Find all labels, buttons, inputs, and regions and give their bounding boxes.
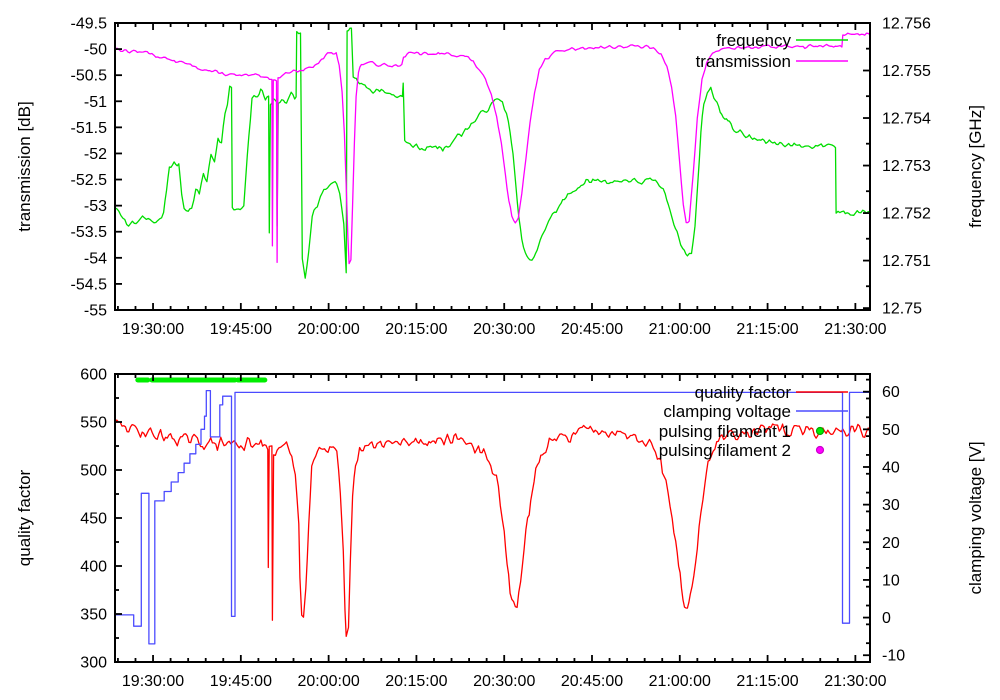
series-layer-top — [114, 27, 871, 279]
left-tick-label: -51.5 — [71, 120, 108, 137]
x-tick-label: 20:30:00 — [473, 673, 535, 690]
x-tick-label: 21:30:00 — [824, 321, 886, 338]
legend-label-quality-factor: quality factor — [695, 383, 792, 402]
right-tick-label: 10 — [882, 572, 900, 589]
right-tick-label: 40 — [882, 459, 900, 476]
right-axis-title-bottom: clamping voltage [V] — [966, 441, 985, 594]
left-tick-label: -52.5 — [71, 172, 108, 189]
right-tick-label: 12.751 — [882, 253, 931, 270]
right-tick-label: -10 — [882, 648, 905, 665]
panel-bottom: 19:30:00 19:45:00 20:00:00 20:15:00 20:30:00… — [15, 367, 985, 691]
left-tick-label: -50.5 — [71, 68, 108, 85]
legend-label-transmission: transmission — [696, 52, 791, 71]
left-tick-label: 500 — [80, 463, 107, 480]
right-tick-label: 12.752 — [882, 206, 931, 223]
x-tick-label: 21:00:00 — [649, 673, 711, 690]
series-clamping-voltage — [115, 389, 870, 645]
series-transmission — [114, 32, 871, 265]
plot-frame-top — [114, 22, 871, 311]
right-tick-label: 30 — [882, 497, 900, 514]
left-tick-label: 450 — [80, 511, 107, 528]
x-tick-label: 21:15:00 — [736, 321, 798, 338]
right-tick-label: 20 — [882, 535, 900, 552]
left-tick-label: 550 — [80, 415, 107, 432]
x-tick-label: 21:00:00 — [649, 321, 711, 338]
x-tick-label: 20:00:00 — [297, 673, 359, 690]
panel-top: 19:30:00 19:45:00 20:00:00 20:15:00 20:30:00… — [15, 16, 985, 339]
x-tick-label: 20:15:00 — [385, 673, 447, 690]
legend-label-frequency: frequency — [716, 31, 791, 50]
x-tick-label: 19:30:00 — [122, 321, 184, 338]
right-tick-label: 12.756 — [882, 16, 931, 33]
right-tick-label: 12.75 — [882, 301, 922, 318]
series-layer-bottom — [114, 377, 871, 645]
left-tick-label: -53 — [84, 198, 107, 215]
x-tick-label: 19:30:00 — [122, 673, 184, 690]
left-tick-label: -51 — [84, 94, 107, 111]
left-tick-label: -53.5 — [71, 224, 108, 241]
right-tick-label: 12.755 — [882, 63, 931, 80]
legend-label-pulsing-filament-2: pulsing filament 2 — [659, 441, 791, 460]
x-tick-label: 21:15:00 — [736, 673, 798, 690]
x-tick-label: 20:15:00 — [385, 321, 447, 338]
right-tick-label: 50 — [882, 422, 900, 439]
right-tick-label: 0 — [882, 610, 891, 627]
right-tick-label: 12.754 — [882, 111, 931, 128]
x-tick-label: 20:30:00 — [473, 321, 535, 338]
x-tick-label: 20:45:00 — [561, 321, 623, 338]
right-axis-title-top: frequency [GHz] — [966, 105, 985, 228]
left-tick-label: 350 — [80, 607, 107, 624]
x-tick-label: 19:45:00 — [210, 673, 272, 690]
series-quality-factor — [114, 419, 871, 638]
x-tick-label: 20:45:00 — [561, 673, 623, 690]
left-tick-label: -52 — [84, 146, 107, 163]
left-axis-title-bottom: quality factor — [15, 469, 34, 566]
legend-label-clamping-voltage: clamping voltage — [663, 402, 791, 421]
left-tick-label: 600 — [80, 367, 107, 384]
left-tick-label: -55 — [84, 303, 107, 320]
legend-sample-marker — [815, 426, 825, 436]
left-axis-title-top: transmission [dB] — [15, 101, 34, 231]
x-tick-label: 19:45:00 — [210, 321, 272, 338]
right-tick-label: 12.753 — [882, 158, 931, 175]
left-tick-label: -50 — [84, 42, 107, 59]
x-tick-label: 20:00:00 — [297, 321, 359, 338]
left-tick-label: 400 — [80, 559, 107, 576]
series-frequency — [114, 27, 871, 279]
left-tick-label: -54 — [84, 250, 107, 267]
legend-top: frequency transmission — [696, 31, 848, 71]
left-tick-label: 300 — [80, 655, 107, 672]
left-tick-label: -49.5 — [71, 16, 108, 33]
legend-sample-marker — [815, 445, 825, 455]
left-tick-label: -54.5 — [71, 276, 108, 293]
legend-label-pulsing-filament-1: pulsing filament 1 — [659, 422, 791, 441]
right-tick-label: 60 — [882, 384, 900, 401]
x-tick-label: 21:30:00 — [824, 673, 886, 690]
